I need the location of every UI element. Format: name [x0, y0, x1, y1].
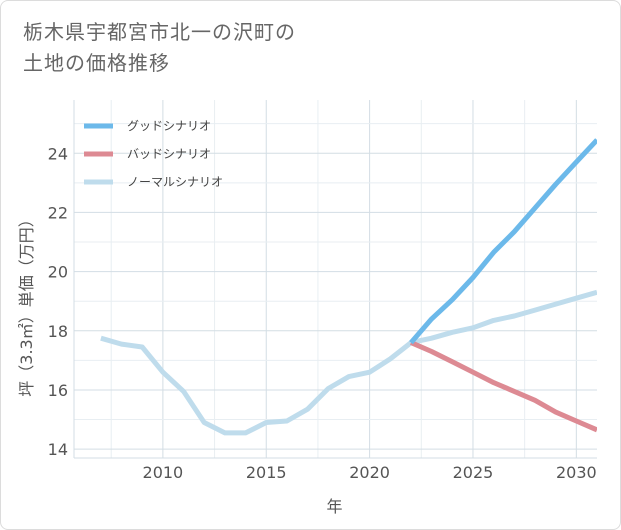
series-lines	[100, 138, 597, 436]
x-axis-label: 年	[326, 497, 342, 516]
x-tick-label: 2010	[143, 463, 184, 482]
x-tick-label: 2025	[453, 463, 494, 482]
y-tick-label: 22	[48, 203, 68, 222]
title-line-1: 栃木県宇都宮市北一の沢町の	[23, 20, 296, 44]
y-tick-label: 18	[48, 322, 68, 341]
x-tick-label: 2030	[556, 463, 597, 482]
grid	[73, 100, 597, 459]
y-tick-label: 14	[48, 440, 68, 459]
series-line-bad	[410, 340, 597, 433]
series-line-good	[409, 138, 597, 345]
axis-ticks: 2010 2015 2020 2025 2030 14 16 18 20 22 24	[48, 144, 597, 482]
y-tick-label: 16	[48, 381, 68, 400]
series-line-normal	[100, 289, 597, 436]
y-tick-label: 20	[48, 263, 68, 282]
legend-label-bad[interactable]: バッドシナリオ	[127, 147, 211, 161]
title-line-2: 土地の価格推移	[23, 51, 170, 75]
y-tick-label: 24	[48, 144, 68, 163]
x-tick-label: 2015	[246, 463, 287, 482]
chart-title: 栃木県宇都宮市北一の沢町の 土地の価格推移	[23, 17, 296, 79]
legend-label-good[interactable]: グッドシナリオ	[127, 119, 211, 133]
x-tick-label: 2020	[349, 463, 390, 482]
y-axis-label: 坪（3.3㎡）単価（万円）	[17, 211, 36, 396]
legend-label-normal[interactable]: ノーマルシナリオ	[127, 175, 223, 189]
